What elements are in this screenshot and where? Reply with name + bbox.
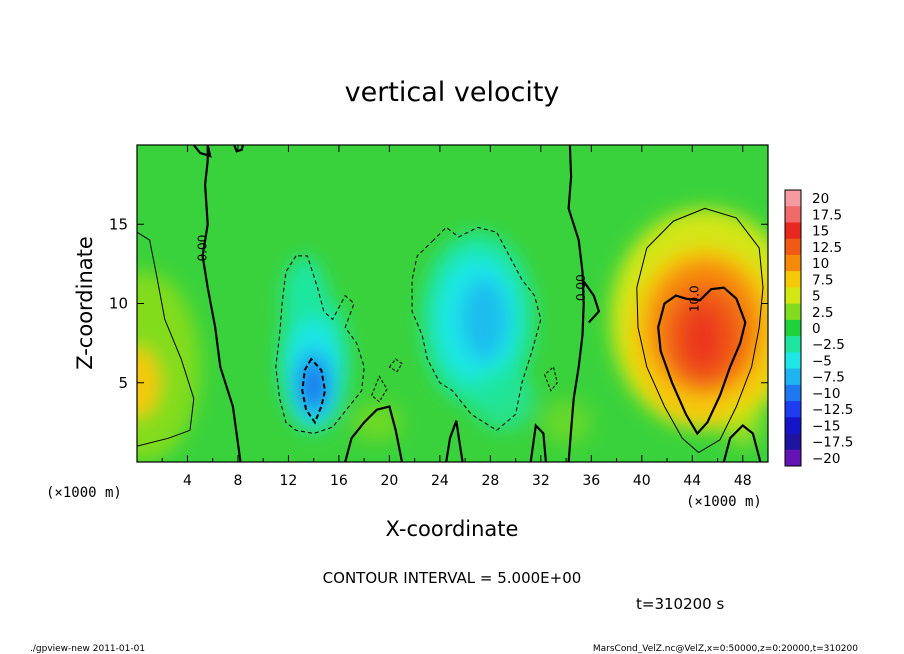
colorbar-label: −5	[812, 353, 832, 369]
left-edge-positive-core	[137, 347, 160, 418]
ground-positive-1	[351, 403, 403, 442]
x-tick-label: 36	[582, 473, 600, 489]
zero-contour-right-lobe	[581, 279, 601, 324]
minus5-contour-blob-1	[388, 358, 403, 373]
colorbar-swatch	[785, 401, 801, 418]
colorbar-label: −2.5	[812, 337, 845, 353]
zero-contour-ground-4	[722, 424, 762, 462]
x-tick-label: 48	[734, 473, 752, 489]
x-tick-label: 40	[633, 473, 651, 489]
colorbar-swatch	[785, 384, 801, 402]
ground-positive-2	[540, 400, 592, 445]
zero-contour-top-hook	[233, 145, 245, 153]
minus5-contour-center	[411, 226, 542, 431]
colorbar-label: 0	[812, 321, 821, 337]
y-axis-label: Z-coordinate	[73, 236, 97, 370]
colorbar-label: −12.5	[812, 402, 853, 418]
zero-contour-ground-3	[529, 423, 547, 462]
colorbar-swatch	[785, 433, 801, 451]
downdraft-lower-center	[471, 366, 535, 431]
colorbar-label: 15	[812, 224, 829, 240]
zero-contour-top-left-hook	[192, 145, 212, 158]
x-unit-label: (×1000 m)	[686, 494, 762, 510]
colorbar-swatch	[785, 206, 801, 223]
minus5-contour-left	[275, 255, 365, 435]
colorbar-frame	[784, 189, 802, 467]
colorbar-label: 2.5	[812, 305, 833, 321]
zero-contour-ground-1	[344, 405, 404, 462]
field-layer	[137, 208, 768, 462]
colorbar-swatch	[785, 238, 801, 256]
colorbar-label: −20	[812, 451, 841, 467]
left-edge-positive-outer	[137, 271, 201, 462]
x-tick-label: 12	[280, 473, 298, 489]
x-tick-label: 20	[380, 473, 398, 489]
contour-label-0: 0.00	[195, 235, 209, 262]
colorbar-swatch	[785, 287, 801, 304]
colorbar-label: −7.5	[812, 370, 845, 386]
contour-interval: CONTOUR INTERVAL = 5.000E+00	[323, 569, 582, 587]
time-label: t=310200 s	[636, 595, 724, 613]
y-tick-label: 15	[109, 215, 128, 233]
colorbar-swatch	[785, 336, 801, 353]
plot-area: 0.00 0.00 10.0	[137, 145, 768, 462]
plus5-contour-left	[137, 231, 195, 447]
zero-contour-ground-2	[445, 420, 464, 462]
colorbar-label: −10	[812, 386, 841, 402]
plus10-contour-updraft	[657, 286, 747, 436]
zero-contour-left	[201, 145, 242, 462]
colorbar-label: 20	[812, 191, 829, 207]
colorbar: 2017.51512.5107.552.50−2.5−5−7.5−10−12.5…	[784, 189, 853, 467]
colorbar-swatch	[785, 271, 801, 288]
minus5-contour-blob-2	[544, 365, 558, 392]
colorbar-label: 12.5	[812, 240, 842, 256]
contour-label-1: 0.00	[574, 274, 588, 301]
minus10-contour-left	[301, 357, 327, 425]
contour-label-2: 10.0	[688, 285, 702, 312]
colorbar-swatch	[785, 319, 801, 337]
x-tick-label: 44	[683, 473, 701, 489]
y-tick-label: 5	[118, 374, 128, 392]
minus5-contour-blob-3	[371, 375, 388, 403]
downdraft-left-core	[301, 362, 327, 410]
colorbar-swatch	[785, 190, 801, 207]
field-blobs	[137, 208, 768, 462]
colorbar-label: 7.5	[812, 272, 833, 288]
colorbar-label: 5	[812, 289, 821, 305]
colorbar-label: 10	[812, 256, 829, 272]
colorbar-label: −15	[812, 418, 841, 434]
colorbar-swatch	[785, 254, 801, 272]
x-tick-label: 32	[532, 473, 550, 489]
downdraft-center-inner	[461, 278, 507, 361]
y-tick-label: 10	[109, 295, 128, 313]
x-tick-label: 4	[183, 473, 192, 489]
updraft-peak	[682, 306, 723, 371]
colorbar-swatch	[785, 352, 801, 369]
colorbar-swatch	[785, 449, 801, 467]
x-tick-label: 24	[431, 473, 449, 489]
y-unit-label: (×1000 m)	[46, 485, 122, 501]
colorbar-swatch	[785, 303, 801, 321]
colorbar-swatch	[785, 417, 801, 434]
colorbar-swatch	[785, 368, 801, 386]
chart-title: vertical velocity	[345, 77, 560, 108]
colorbar-label: −17.5	[812, 435, 853, 451]
contour-layer: 0.00 0.00 10.0	[137, 145, 764, 462]
plus5-contour-updraft	[636, 207, 764, 454]
footer-right: MarsCond_VelZ.nc@VelZ,x=0:50000,z=0:2000…	[593, 644, 858, 654]
x-axis-label: X-coordinate	[386, 517, 519, 541]
x-tick-label: 28	[481, 473, 499, 489]
x-tick-label: 8	[233, 473, 242, 489]
footer-left: ./gpview-new 2011-01-01	[30, 644, 145, 654]
zero-contour-right	[567, 145, 585, 462]
colorbar-label: 17.5	[812, 207, 842, 223]
x-tick-label: 16	[330, 473, 348, 489]
colorbar-swatch	[785, 222, 801, 240]
